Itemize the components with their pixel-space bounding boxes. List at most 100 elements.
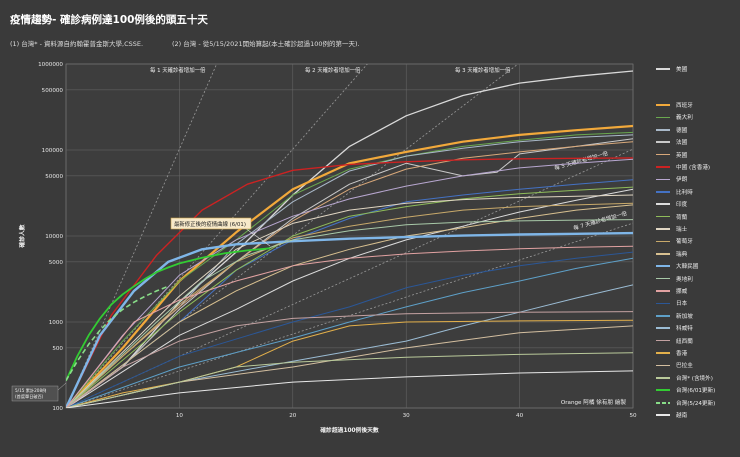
subtitle-1: (1) 台灣* - 資料源自約翰霍普金斯大學,CSSE. xyxy=(10,40,144,48)
legend-label: 科威特 xyxy=(676,326,693,333)
legend-item: 比利時 xyxy=(656,187,693,197)
legend-swatch xyxy=(656,377,670,379)
legend-item: 瑞典 xyxy=(656,249,687,259)
series-line xyxy=(66,257,633,408)
legend-swatch xyxy=(656,277,670,280)
series-line xyxy=(66,186,633,408)
doubling-guide-line xyxy=(66,222,633,408)
legend-item: 西班牙 xyxy=(656,100,693,110)
legend-swatch xyxy=(656,327,670,329)
legend-label: 台灣* (含境外) xyxy=(676,375,713,382)
legend-swatch xyxy=(656,264,670,268)
series-line xyxy=(66,251,633,408)
y-tick-label: 100000 xyxy=(42,148,64,154)
start-annotation-pointer xyxy=(57,382,67,391)
legend-swatch xyxy=(656,68,670,70)
legend-label: 美國 xyxy=(676,67,688,73)
legend-label: 伊朗 xyxy=(676,177,688,184)
legend-swatch xyxy=(656,129,670,131)
legend-label: 紐西蘭 xyxy=(676,338,693,345)
legend-swatch xyxy=(656,290,670,292)
legend-label: 比利時 xyxy=(676,189,693,196)
start-annotation-text: (首度單日破百) xyxy=(15,393,44,400)
doubling-guide-label: 每 1 天確診者增加一倍 xyxy=(150,66,206,74)
legend-label: 瑞典 xyxy=(676,251,688,258)
y-axis-title: 確診人數 xyxy=(18,224,26,247)
legend-label: 法國 xyxy=(676,140,688,147)
legend-label: 中國 (含香港) xyxy=(676,165,711,171)
legend-label: 香港 xyxy=(676,351,688,357)
series-line xyxy=(66,179,633,408)
legend-item: 香港 xyxy=(656,348,687,358)
legend-swatch xyxy=(656,203,670,205)
series-line xyxy=(66,131,633,408)
legend-label: 巴拉圭 xyxy=(676,363,693,370)
legend-item: 瑞士 xyxy=(656,224,687,234)
legend-item: 新加坡 xyxy=(656,311,693,321)
annotation-pointer xyxy=(244,227,271,247)
legend-label: 荷蘭 xyxy=(676,214,688,221)
legend-swatch xyxy=(656,116,670,119)
series-line xyxy=(66,247,271,381)
series-line xyxy=(66,285,169,382)
doubling-guide-line xyxy=(66,64,519,408)
legend-label: 西班牙 xyxy=(676,103,693,109)
annotation-text: 最新修正後的疫情曲線 (6/01) xyxy=(174,220,246,228)
series-line xyxy=(66,194,633,408)
legend-label: 印度 xyxy=(676,202,688,209)
legend-swatch xyxy=(656,240,670,243)
legend-label: 大韓民國 xyxy=(676,264,699,271)
legend-swatch xyxy=(656,141,670,143)
legend-item: 越南 xyxy=(656,410,687,420)
y-tick-label: 100 xyxy=(52,406,63,412)
legend-label: 義大利 xyxy=(676,115,693,122)
legend-swatch xyxy=(656,364,670,367)
legend-item: 奧地利 xyxy=(656,274,693,284)
series-line xyxy=(66,231,633,408)
legend-item: 台灣(5/24更新) xyxy=(656,398,715,408)
series-line xyxy=(66,284,633,408)
legend-swatch xyxy=(656,401,670,404)
legend-item: 葡萄牙 xyxy=(656,236,693,246)
doubling-guide-label: 每 2 天確診者增加一倍 xyxy=(305,66,361,74)
legend-swatch xyxy=(656,166,670,168)
x-axis-title: 確診超過100例後天數 xyxy=(320,426,379,434)
legend-swatch xyxy=(656,339,670,342)
legend-item: 荷蘭 xyxy=(656,212,687,222)
legend-item: 日本 xyxy=(656,298,687,308)
series-line xyxy=(66,124,633,408)
legend-label: 奧地利 xyxy=(676,276,693,283)
x-tick-label: 50 xyxy=(629,413,637,419)
legend-swatch xyxy=(656,103,670,107)
credit-text: Orange 阿橘 徐有朋 繪製 xyxy=(561,398,627,406)
legend-item: 義大利 xyxy=(656,112,693,122)
legend-item: 巴拉圭 xyxy=(656,360,693,370)
legend-item: 英國 xyxy=(656,150,687,160)
x-tick-label: 20 xyxy=(289,413,297,419)
legend-swatch xyxy=(656,414,670,416)
legend-swatch xyxy=(656,389,670,392)
doubling-guide-label: 每 3 天確診者增加一倍 xyxy=(455,66,511,74)
y-tick-label: 500000 xyxy=(42,88,64,94)
x-tick-label: 30 xyxy=(403,413,411,419)
y-tick-label: 10000 xyxy=(45,234,63,240)
legend-swatch xyxy=(656,253,670,255)
series-line xyxy=(66,352,633,408)
series-line xyxy=(66,370,633,408)
legend-label: 瑞士 xyxy=(676,227,688,233)
legend-item: 大韓民國 xyxy=(656,261,698,271)
legend-item: 紐西蘭 xyxy=(656,336,693,346)
legend-swatch xyxy=(656,215,670,218)
legend-swatch xyxy=(656,178,670,181)
series-line xyxy=(66,204,633,408)
legend-item: 台灣(6/01更新) xyxy=(656,385,715,395)
series-line xyxy=(66,319,633,408)
legend-label: 葡萄牙 xyxy=(676,239,693,246)
series-line xyxy=(66,141,633,408)
legend-swatch xyxy=(656,302,670,305)
legend-label: 越南 xyxy=(676,413,688,419)
series-line xyxy=(66,202,633,408)
series-line xyxy=(66,245,633,408)
start-annotation-box xyxy=(11,385,59,402)
